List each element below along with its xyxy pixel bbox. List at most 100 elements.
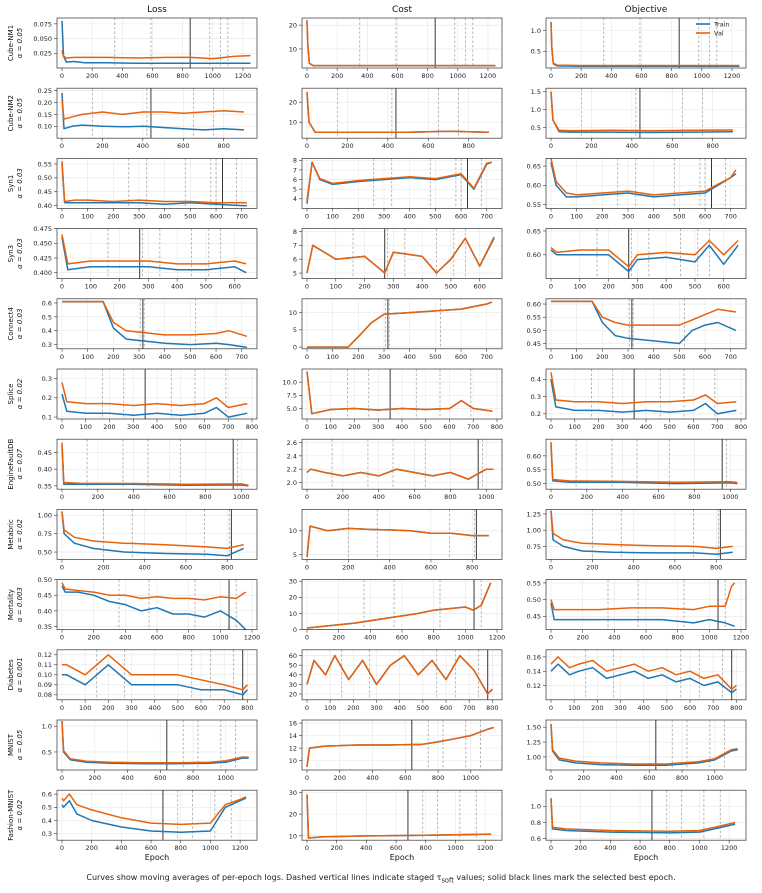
x-tick-label: 500 [429,353,441,361]
x-tick-label: 400 [383,563,395,571]
x-tick-label: 0 [60,283,64,291]
y-tick-label: 0.12 [38,651,52,659]
x-tick-label: 300 [378,212,390,220]
y-tick-label: 1.0 [42,723,52,731]
row-label-alpha: α = 0.07 [16,448,24,479]
series-line-val [550,724,738,765]
x-tick-label: 0 [305,844,309,852]
x-tick-label: 300 [616,423,628,431]
y-tick-label: 8 [293,157,297,165]
x-tick-label: 300 [622,353,634,361]
y-tick-label: 0.1 [42,413,52,421]
x-tick-label: 800 [730,704,742,712]
x-tick-label: 200 [347,704,359,712]
y-tick-label: 0.60 [527,452,541,460]
y-tick-label: 0.450 [33,240,52,248]
series-line-val [550,239,739,268]
x-axis-label: Epoch [634,853,659,862]
x-tick-label: 700 [222,423,234,431]
row-label-alpha: α = 0.03 [16,238,24,269]
series-line-train [61,92,244,131]
series-line-val [306,582,492,629]
y-tick-label: 10 [289,309,297,317]
row-label-dataset: Connect4 [7,307,15,341]
y-tick-label: 0.55 [38,160,52,168]
y-tick-label: 20 [289,690,297,698]
x-tick-label: 800 [199,493,211,501]
y-tick-label: 0.475 [33,225,52,233]
x-tick-label: 200 [352,353,364,361]
row-label-dataset: MNIST [7,733,15,756]
x-tick-label: 200 [341,142,353,150]
y-tick-label: 2.2 [287,466,297,474]
x-tick-label: 700 [467,423,479,431]
x-tick-label: 600 [640,634,652,642]
x-tick-label: 800 [420,844,432,852]
panel-frame [56,87,258,139]
row-label-alpha: α = 0.03 [16,168,24,199]
x-tick-label: 0 [305,493,309,501]
series-line-val [306,654,493,695]
x-tick-label: 0 [305,634,309,642]
y-tick-label: 10 [289,119,297,127]
y-tick-label: 60 [289,652,297,660]
series-line-val [550,510,733,550]
x-tick-label: 700 [481,212,493,220]
row-label-alpha: α = 0.02 [16,799,24,830]
y-tick-label: 5 [293,269,297,277]
x-tick-label: 200 [342,563,354,571]
x-tick-label: 500 [420,423,432,431]
x-tick-label: 100 [81,353,93,361]
x-tick-label: 0 [60,563,64,571]
x-tick-label: 700 [463,704,475,712]
y-tick-label: 0.40 [38,202,52,210]
series-line-val [306,525,489,558]
y-tick-label: 0.5 [42,804,52,812]
y-tick-label: 0.50 [527,327,541,335]
x-tick-label: 600 [151,634,163,642]
x-tick-label: 400 [148,704,160,712]
x-tick-label: 1000 [707,774,724,782]
x-tick-label: 1000 [694,72,711,80]
y-tick-label: 7 [293,242,297,250]
y-tick-label: 0 [293,626,297,634]
x-tick-label: 700 [236,353,248,361]
y-tick-label: 0.6 [531,835,541,843]
panel-frame [56,158,258,209]
x-tick-label: 1000 [722,493,739,501]
y-tick-label: 14 [289,732,297,740]
x-tick-label: 200 [97,563,109,571]
x-tick-label: 1200 [724,72,741,80]
x-tick-label: 0 [549,634,553,642]
x-tick-label: 1000 [463,774,480,782]
panel-frame [545,87,747,139]
x-tick-label: 400 [360,844,372,852]
y-tick-label: 1.0 [531,27,541,35]
series-line-val [61,100,244,120]
x-tick-label: 500 [673,212,685,220]
y-tick-label: 0.8 [531,819,541,827]
x-tick-label: 800 [421,72,433,80]
series-line-train [62,664,248,696]
x-tick-label: 600 [154,774,166,782]
row-label-dataset: Cube-NM2 [7,95,15,131]
x-tick-label: 1200 [733,634,750,642]
x-tick-label: 1200 [235,72,252,80]
x-tick-label: 400 [151,423,163,431]
x-tick-label: 1000 [205,72,222,80]
y-tick-label: 0.075 [33,20,52,28]
x-tick-label: 200 [585,142,597,150]
x-tick-label: 800 [175,844,187,852]
series-line-val [61,511,244,550]
x-tick-label: 800 [688,493,700,501]
x-tick-label: 400 [647,212,659,220]
x-tick-label: 600 [408,493,420,501]
series-line-val [550,91,733,132]
x-tick-label: 400 [605,72,617,80]
series-line-val [306,726,494,767]
x-tick-label: 200 [592,423,604,431]
x-tick-label: 600 [443,423,455,431]
y-tick-label: 8 [293,228,297,236]
y-tick-label: 10.0 [283,379,297,387]
panel-frame [545,158,747,209]
